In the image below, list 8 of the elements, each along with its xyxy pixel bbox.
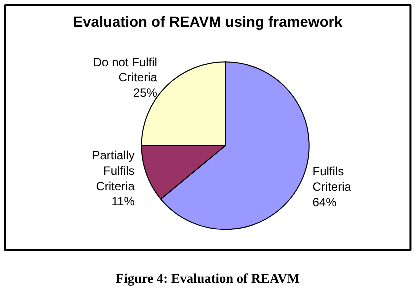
slice-label: Fulfils Criteria <box>312 164 352 194</box>
data-label: 64% <box>312 195 338 210</box>
slice-label: Partially Fulfils Criteria <box>92 148 136 194</box>
caption: Figure 4: Evaluation of REAVM <box>116 271 300 286</box>
chart-title: Evaluation of REAVM using framework <box>73 14 344 31</box>
data-label: 11% <box>112 194 136 209</box>
data-label: 25% <box>133 86 158 100</box>
slice-label: Do not Fulfil Criteria <box>93 55 158 85</box>
